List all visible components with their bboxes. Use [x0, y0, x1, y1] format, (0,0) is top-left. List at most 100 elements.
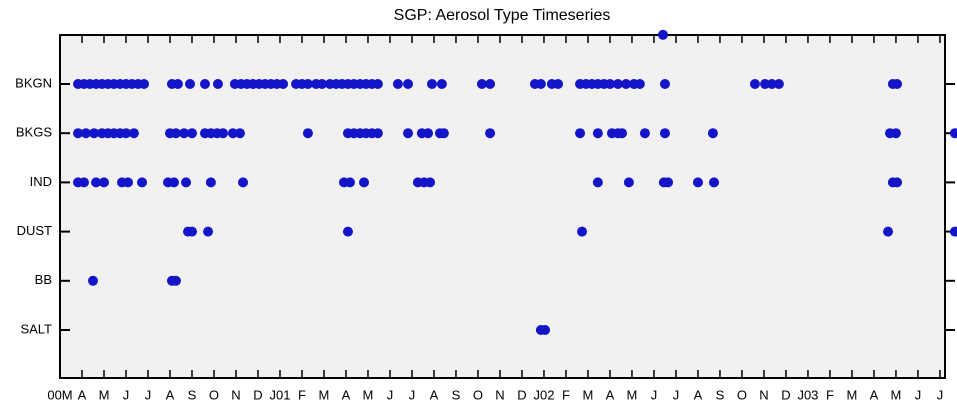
- x-tick-label: N: [759, 387, 768, 402]
- x-tick-label: A: [78, 387, 87, 402]
- dot: [186, 128, 197, 139]
- dot: [342, 226, 353, 237]
- dot: [663, 177, 674, 188]
- x-tick-label: J02: [533, 387, 554, 402]
- dot: [317, 79, 328, 89]
- dot: [227, 128, 238, 139]
- x-tick-label: M: [627, 387, 638, 402]
- dot: [476, 79, 487, 89]
- plot-background: [60, 35, 945, 378]
- x-tick-label: F: [826, 387, 834, 402]
- x-tick-label: M: [583, 387, 594, 402]
- dot: [692, 177, 703, 188]
- dot: [892, 79, 903, 89]
- y-tick-label: IND: [30, 174, 52, 189]
- x-tick-label: D: [253, 387, 262, 402]
- x-tick-label: A: [166, 387, 175, 402]
- dot: [604, 79, 615, 89]
- dot: [392, 79, 403, 89]
- dot: [302, 79, 313, 89]
- x-tick-label: J: [123, 387, 130, 402]
- dot: [199, 79, 210, 89]
- dot: [218, 128, 229, 139]
- x-tick-label: A: [870, 387, 879, 402]
- dot: [423, 128, 434, 139]
- dot: [170, 275, 181, 286]
- x-tick-label: J: [937, 387, 944, 402]
- x-tick-label: A: [694, 387, 703, 402]
- dot: [238, 177, 249, 188]
- dot: [617, 128, 628, 139]
- dot: [203, 226, 214, 237]
- dot: [205, 177, 216, 188]
- dot: [403, 128, 414, 139]
- plot-frame: [59, 34, 946, 379]
- dot: [438, 128, 449, 139]
- dot: [372, 128, 383, 139]
- x-tick-label: J: [145, 387, 152, 402]
- dot: [659, 79, 670, 89]
- dot: [535, 79, 546, 89]
- dot: [234, 128, 245, 139]
- dot: [302, 128, 313, 139]
- dot: [278, 79, 289, 89]
- dot: [403, 79, 414, 89]
- y-tick-label: DUST: [17, 223, 52, 238]
- dot: [87, 275, 98, 286]
- dot: [485, 128, 496, 139]
- x-tick-label: A: [606, 387, 615, 402]
- dot: [659, 128, 670, 139]
- dot: [128, 128, 139, 139]
- x-tick-label: N: [231, 387, 240, 402]
- dot: [949, 128, 957, 139]
- dot: [623, 177, 634, 188]
- dot: [73, 128, 84, 139]
- y-tick-label: BB: [35, 272, 52, 287]
- dot: [168, 177, 179, 188]
- dot: [436, 79, 447, 89]
- x-tick-label: N: [495, 387, 504, 402]
- x-tick-label: D: [781, 387, 790, 402]
- dot: [540, 325, 551, 335]
- dot: [485, 79, 496, 89]
- dot: [553, 79, 564, 89]
- dot: [122, 177, 133, 188]
- x-tick-label: M: [847, 387, 858, 402]
- dot: [170, 128, 181, 139]
- dot: [120, 128, 131, 139]
- x-tick-label: F: [562, 387, 570, 402]
- x-tick-label: O: [473, 387, 483, 402]
- dot: [657, 29, 668, 40]
- dot: [139, 79, 150, 89]
- y-tick-label: BKGS: [16, 125, 52, 140]
- dot: [212, 79, 223, 89]
- dot: [172, 79, 183, 89]
- dot: [883, 226, 894, 237]
- dot: [639, 128, 650, 139]
- dot: [179, 128, 190, 139]
- dot: [186, 226, 197, 237]
- dot: [426, 79, 437, 89]
- x-tick-label: D: [517, 387, 526, 402]
- x-tick-label: M: [363, 387, 374, 402]
- dot: [890, 128, 901, 139]
- x-tick-label: A: [342, 387, 351, 402]
- x-tick-label: S: [452, 387, 461, 402]
- dot: [621, 79, 632, 89]
- x-tick-label: M: [891, 387, 902, 402]
- dot: [709, 177, 720, 188]
- x-tick-label: 00M: [47, 387, 72, 402]
- y-tick-label: SALT: [20, 321, 52, 336]
- x-tick-label: F: [298, 387, 306, 402]
- dot: [575, 128, 586, 139]
- x-tick-label: J: [387, 387, 394, 402]
- dot: [425, 177, 436, 188]
- x-tick-label: O: [209, 387, 219, 402]
- dot: [766, 79, 777, 89]
- dot: [372, 79, 383, 89]
- dot: [78, 177, 89, 188]
- dot: [773, 79, 784, 89]
- dot: [80, 128, 91, 139]
- x-tick-label: O: [737, 387, 747, 402]
- x-tick-label: A: [430, 387, 439, 402]
